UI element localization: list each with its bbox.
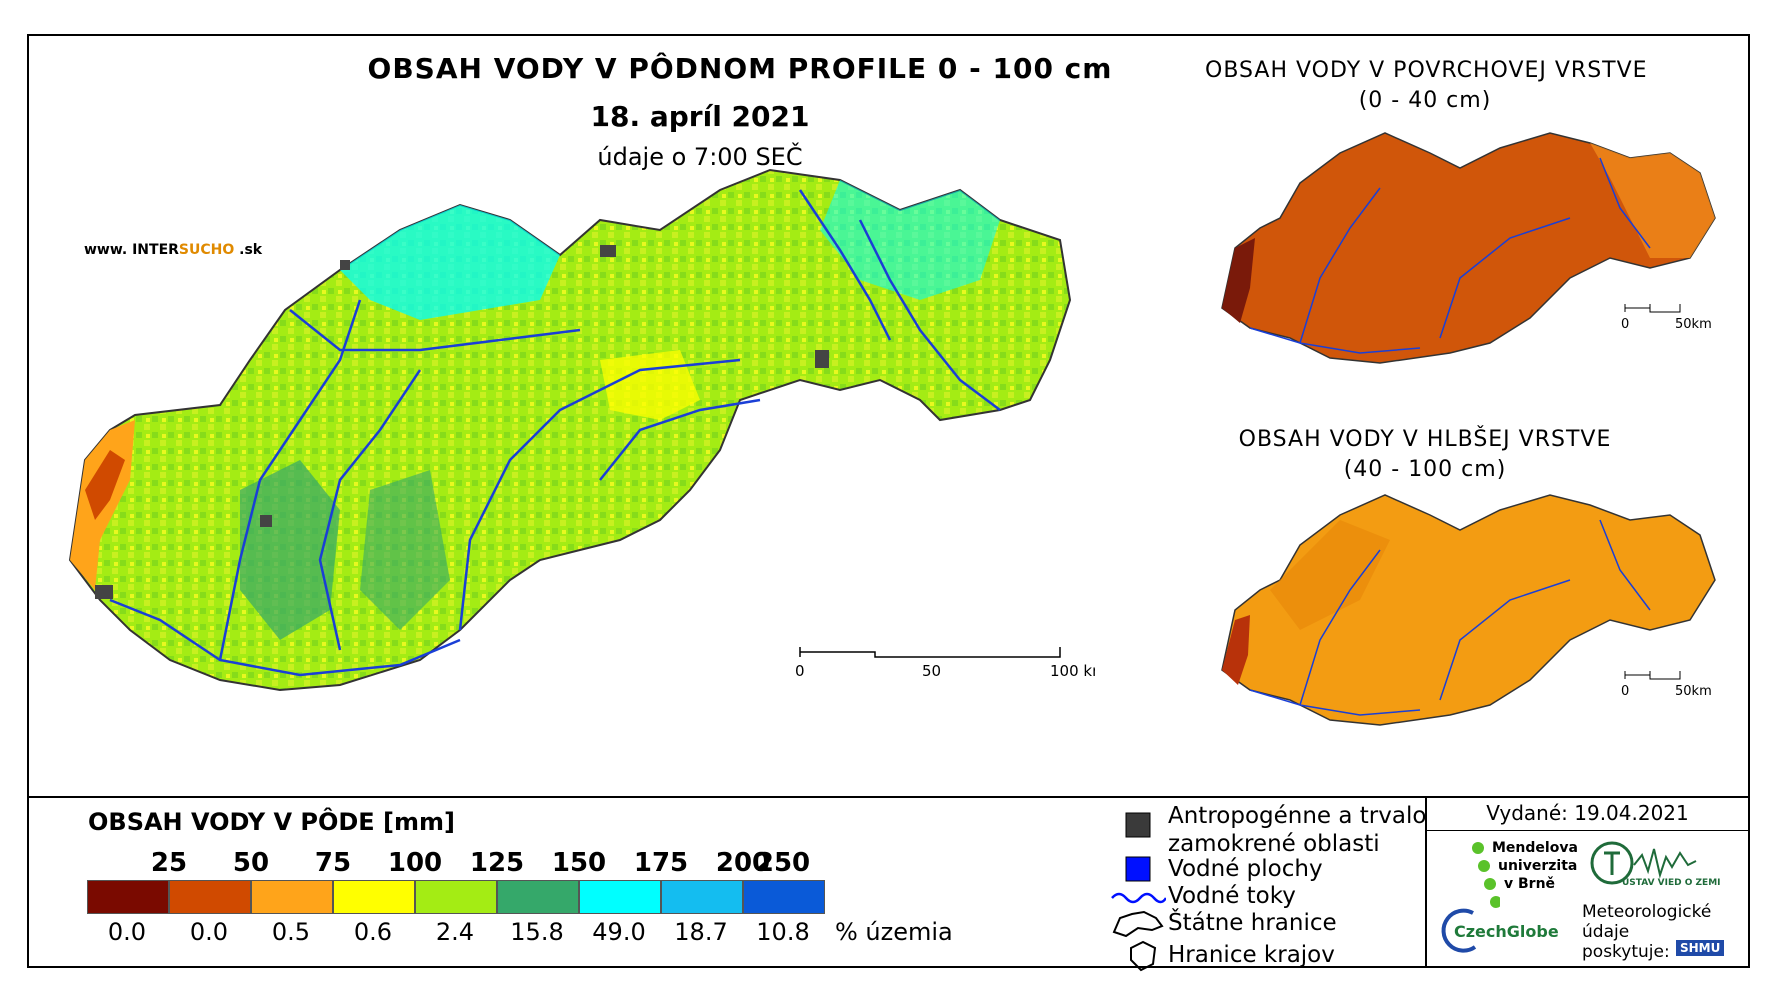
dark-red-zone <box>1222 238 1255 323</box>
website-highlight: SUCHO <box>178 242 235 258</box>
bottom-inset-scale-bar: 0 50km <box>1621 671 1712 699</box>
rivers <box>109 189 1001 677</box>
orange-zone <box>1270 520 1390 630</box>
issued-date: Vydané: 19.04.2021 <box>1486 801 1689 825</box>
scale-label: 50 <box>922 662 941 680</box>
legend-swatch <box>497 880 579 914</box>
green-zone <box>360 470 450 630</box>
meteo-line: Meteorologické <box>1582 902 1712 922</box>
divider <box>1425 830 1750 831</box>
dark-square-icon <box>1125 812 1151 838</box>
region-outline-icon <box>1130 940 1157 972</box>
surface-layer-map <box>1221 132 1716 364</box>
scale-label: 0 <box>795 662 805 680</box>
cyan-zone <box>340 205 560 320</box>
legend-threshold: 125 <box>469 848 525 878</box>
legend-percent: 0.0 <box>107 918 147 946</box>
scale-label: 0 <box>1621 684 1629 699</box>
deeper-layer-map <box>1221 494 1716 726</box>
rivers <box>1249 157 1651 354</box>
mendel-line: v Brně <box>1504 876 1556 892</box>
shmu-logo: SHMU <box>1676 940 1725 956</box>
legend-swatch <box>169 880 251 914</box>
czechglobe-logo: CzechGlobe <box>1454 922 1559 941</box>
legend-percent: 0.5 <box>271 918 311 946</box>
main-time: údaje o 7:00 SEČ <box>597 143 803 171</box>
top-inset-title: OBSAH VODY V POVRCHOVEJ VRSTVE (0 - 40 cm… <box>1205 58 1648 113</box>
legend-swatch <box>579 880 661 914</box>
map-frame <box>27 34 1750 968</box>
legend-swatch <box>415 880 497 914</box>
legend-percent: 0.0 <box>189 918 229 946</box>
mendel-line: Mendelova <box>1492 840 1578 856</box>
ustav-logo-icon <box>1590 841 1697 885</box>
legend-swatch <box>743 880 825 914</box>
legend-percent: 0.6 <box>353 918 393 946</box>
legend-title: OBSAH VODY V PÔDE [mm] <box>88 808 456 836</box>
border-outline-icon <box>1112 910 1164 938</box>
cyan-zone <box>820 180 1000 300</box>
legend-swatch <box>661 880 743 914</box>
meteo-line: údaje <box>1582 922 1630 942</box>
urban-areas <box>95 245 829 599</box>
green-zone <box>240 460 340 640</box>
legend-item-state-border: Štátne hranice <box>1168 910 1337 936</box>
main-soil-moisture-map <box>68 168 1072 692</box>
legend-percent: 2.4 <box>435 918 475 946</box>
red-zone <box>85 450 125 520</box>
legend-threshold: 100 <box>387 848 443 878</box>
legend-threshold: 150 <box>551 848 607 878</box>
percent-unit-label: % územia <box>835 918 953 946</box>
website-link[interactable]: www. INTERSUCHO .sk <box>84 242 263 258</box>
mendel-logo-icon <box>1472 842 1500 908</box>
scale-label: 50km <box>1675 317 1712 332</box>
legend-percent: 18.7 <box>674 918 728 946</box>
scale-label: 100 km <box>1050 662 1095 680</box>
legend-threshold: 250 <box>755 848 811 878</box>
scale-label: 0 <box>1621 317 1629 332</box>
top-inset-scale-bar: 0 50km <box>1621 304 1712 332</box>
mendel-line: univerzita <box>1498 858 1578 874</box>
legend-item-region-border: Hranice krajov <box>1168 942 1335 968</box>
legend-percent: 15.8 <box>510 918 564 946</box>
legend-threshold: 75 <box>314 848 352 878</box>
divider <box>1425 796 1427 968</box>
legend-threshold: 25 <box>150 848 188 878</box>
legend-threshold: 175 <box>633 848 689 878</box>
rivers <box>1249 519 1651 716</box>
legend-swatch <box>87 880 169 914</box>
main-scale-bar: 0 50 100 km <box>795 647 1095 680</box>
legend-swatch <box>333 880 415 914</box>
legend-percent: 10.8 <box>756 918 810 946</box>
main-title: OBSAH VODY V PÔDNOM PROFILE 0 - 100 cm <box>367 52 1113 85</box>
czechglobe-logo-icon <box>1441 908 1477 953</box>
legend-threshold: 50 <box>232 848 270 878</box>
red-zone <box>1222 615 1250 685</box>
legend-item-water-bodies: Vodné plochy <box>1168 856 1323 882</box>
divider <box>27 796 1750 798</box>
legend-item-rivers: Vodné toky <box>1168 883 1296 909</box>
legend-swatch <box>251 880 333 914</box>
ustav-logo: ÚSTAV VIED O ZEMI <box>1622 878 1721 888</box>
legend-percent: 49.0 <box>592 918 646 946</box>
orange-zone <box>1590 143 1715 258</box>
wavy-line-icon <box>1111 892 1166 904</box>
legend-item-anthropogenic: Antropogénne a trvalo zamokrené oblasti <box>1168 803 1427 857</box>
blue-square-icon <box>1125 856 1151 882</box>
legend-threshold: 200 <box>715 848 771 878</box>
bottom-inset-title: OBSAH VODY V HLBŠEJ VRSTVE (40 - 100 cm) <box>1238 427 1612 482</box>
meteo-line: poskytuje: <box>1582 942 1670 962</box>
scale-label: 50km <box>1675 684 1712 699</box>
main-date: 18. apríl 2021 <box>590 100 810 133</box>
